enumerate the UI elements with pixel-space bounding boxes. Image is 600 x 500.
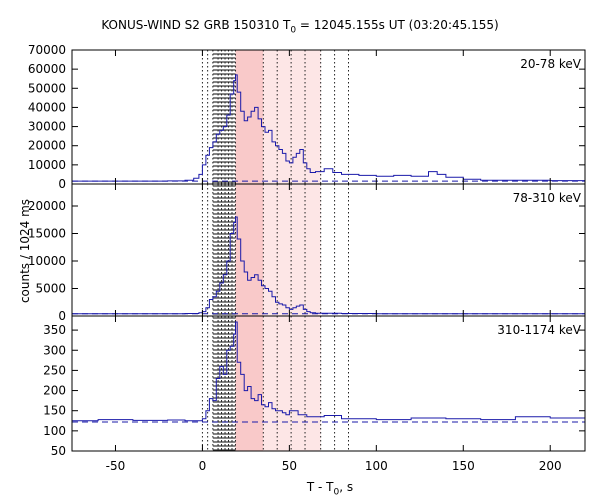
panel-frame	[71, 49, 586, 185]
y-tick-label: 0	[58, 309, 66, 323]
y-tick-label: 250	[43, 363, 66, 377]
light-curve-series	[72, 74, 586, 182]
y-tick-label: 50	[51, 444, 66, 458]
x-tick-label: 100	[365, 459, 388, 473]
x-tick-label: 50	[282, 459, 297, 473]
shaded-interval	[263, 316, 321, 451]
panel-1: 0 10000 20000 30000 40000 50000 60000 70000 20-7…	[28, 43, 586, 191]
y-tick-label: 40000	[28, 100, 66, 114]
shaded-interval	[263, 50, 321, 184]
band-label: 20-78 keV	[520, 57, 582, 71]
band-label: 78-310 keV	[513, 191, 582, 205]
panel-3: 50 100 150 200 250 300 350 310-1174 keV	[43, 315, 586, 458]
band-label: 310-1174 keV	[497, 323, 581, 337]
y-tick-label: 200	[43, 384, 66, 398]
x-tick-label: -50	[106, 459, 126, 473]
panel-2: 0 5000 10000 15000 20000 78-310 keV	[28, 183, 586, 323]
y-tick-label: 70000	[28, 43, 66, 57]
panel-frame	[71, 315, 586, 452]
y-tick-label: 60000	[28, 62, 66, 76]
light-curve-series	[72, 321, 586, 422]
y-tick-label: 10000	[28, 158, 66, 172]
shaded-interval	[263, 184, 321, 316]
x-axis-label: T - T0, s	[306, 480, 354, 498]
x-tick-label: 0	[199, 459, 207, 473]
y-tick-label: 100	[43, 424, 66, 438]
y-tick-label: 50000	[28, 81, 66, 95]
y-tick-label: 5000	[35, 282, 66, 296]
light-curve-series	[72, 216, 586, 315]
x-tick-label: 200	[539, 459, 562, 473]
chart-title: KONUS-WIND S2 GRB 150310 T0 = 12045.155s…	[101, 18, 499, 36]
y-axis-label: counts / 1024 ms	[18, 198, 32, 304]
y-tick-label: 20000	[28, 199, 66, 213]
x-tick-label: 150	[452, 459, 475, 473]
y-tick-label: 350	[43, 323, 66, 337]
y-tick-label: 10000	[28, 254, 66, 268]
y-tick-label: 30000	[28, 120, 66, 134]
y-tick-label: 300	[43, 343, 66, 357]
y-tick-label: 0	[58, 177, 66, 191]
y-tick-label: 20000	[28, 139, 66, 153]
panel-frame	[71, 183, 586, 317]
y-tick-label: 150	[43, 404, 66, 418]
shaded-interval	[235, 184, 264, 316]
shaded-interval	[235, 316, 264, 451]
y-tick-label: 15000	[28, 227, 66, 241]
